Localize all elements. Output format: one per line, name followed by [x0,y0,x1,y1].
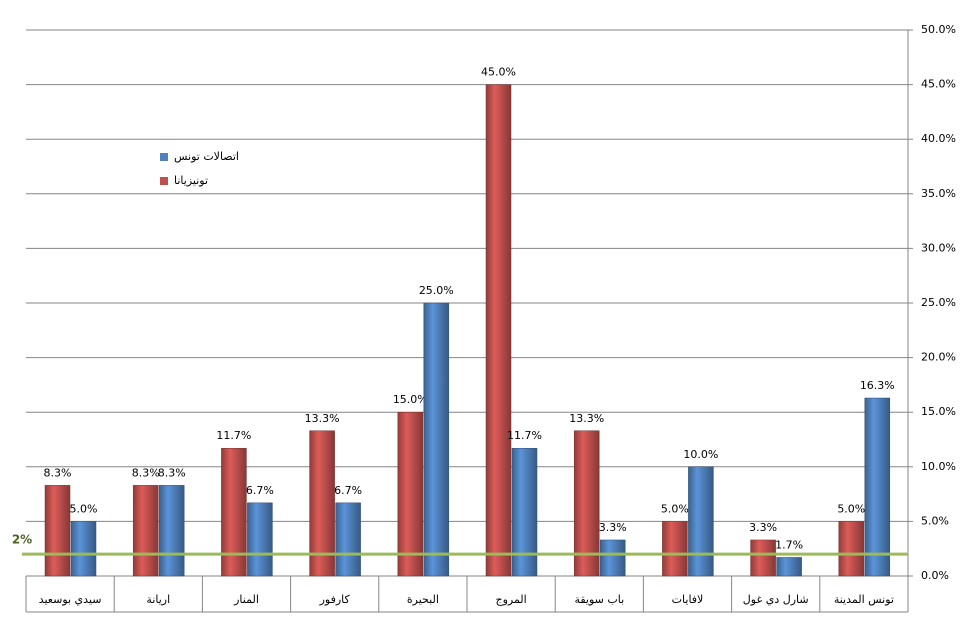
value-label: 13.3% [569,412,604,425]
x-tick-label: المنار [233,593,259,606]
value-label: 5.0% [837,502,865,515]
value-label: 1.7% [775,538,803,551]
bar [70,521,97,577]
value-label: 13.3% [305,412,340,425]
legend-label: تونيزيانا [174,174,208,187]
y-tick-label: 20.0% [921,351,956,364]
x-tick-label: كارفور [319,593,351,606]
legend-label: اتصالات تونس [174,150,239,163]
bar [599,539,626,577]
bar [44,485,71,577]
value-label: 5.0% [661,502,689,515]
legend-swatch [160,177,168,185]
value-label: 45.0% [481,66,516,79]
bar [335,502,361,577]
bar [247,502,273,577]
y-tick-label: 25.0% [921,296,956,309]
value-label: 8.3% [44,466,72,479]
bar [838,521,865,577]
x-tick-label: تونس المدينة [834,593,894,606]
bar [511,447,538,577]
x-tick-label: سيدي بوسعيد [39,593,102,606]
bar [750,539,776,577]
value-label: 11.7% [216,429,251,442]
bar [423,302,450,577]
value-label: 6.7% [334,484,362,497]
y-tick-label: 5.0% [921,514,949,527]
y-tick-label: 45.0% [921,78,956,91]
x-tick-label: لافايات [672,593,704,606]
value-label: 25.0% [419,284,454,297]
value-label: 10.0% [683,448,718,461]
bar [688,466,714,577]
bar [309,430,335,577]
x-tick-label: باب سويقة [574,593,624,606]
y-tick-label: 15.0% [921,405,956,418]
value-label: 5.0% [70,502,98,515]
bar [864,397,891,577]
x-tick-label: المروج [495,593,526,606]
x-tick-label: شارل دي غول [743,593,809,606]
bar [662,521,688,577]
bar [776,557,802,577]
y-tick-label: 50.0% [921,23,956,36]
x-tick-label: البحيرة [407,593,439,606]
y-tick-label: 10.0% [921,460,956,473]
value-label: 15.0% [393,393,428,406]
value-label: 3.3% [749,521,777,534]
y-tick-label: 0.0% [921,569,949,582]
bar [573,430,600,577]
legend-swatch [160,153,168,161]
bar [221,447,247,577]
bar [132,485,159,577]
value-label: 16.3% [860,379,895,392]
y-tick-label: 35.0% [921,187,956,200]
value-label: 8.3% [132,466,160,479]
reference-line-label: 2% [12,533,32,547]
value-label: 3.3% [599,521,627,534]
x-tick-label: اريانة [146,593,170,606]
bar [397,411,424,577]
bar [158,485,185,577]
value-label: 8.3% [158,466,186,479]
y-tick-label: 30.0% [921,241,956,254]
bar [485,84,512,577]
value-label: 6.7% [246,484,274,497]
y-tick-label: 40.0% [921,132,956,145]
value-label: 11.7% [507,429,542,442]
